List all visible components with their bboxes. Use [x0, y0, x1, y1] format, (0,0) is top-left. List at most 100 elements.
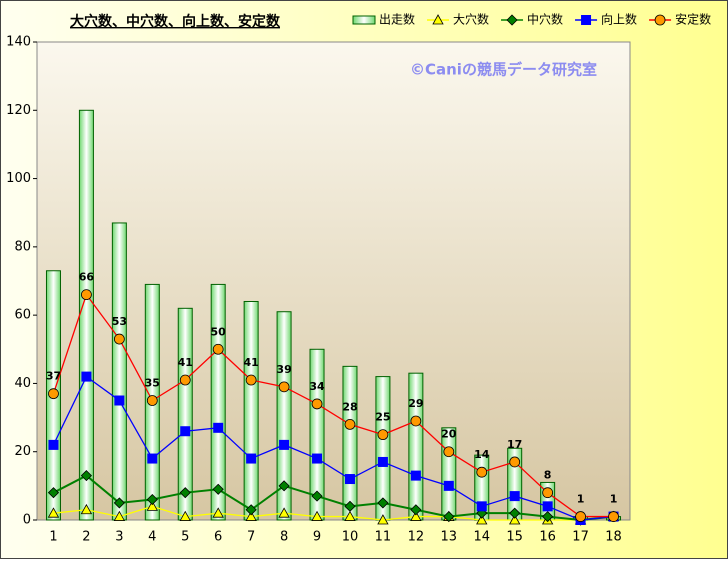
marker [410, 510, 422, 521]
marker [278, 480, 290, 492]
bar [243, 300, 259, 521]
marker [443, 446, 455, 458]
legend-marker [506, 14, 518, 26]
marker [311, 490, 323, 502]
data-label: 14 [474, 448, 490, 461]
marker [146, 395, 158, 406]
marker [80, 503, 93, 515]
marker [377, 514, 389, 525]
x-tick-label: 14 [473, 530, 490, 545]
data-label: 17 [507, 438, 522, 451]
marker [476, 507, 488, 519]
marker [608, 511, 619, 522]
data-label: 34 [309, 380, 325, 393]
marker [212, 343, 224, 355]
marker [113, 510, 126, 521]
marker [410, 415, 422, 427]
x-tick-label: 16 [539, 530, 556, 545]
marker [179, 510, 191, 521]
marker [443, 480, 454, 491]
marker [212, 507, 224, 518]
marker [278, 507, 290, 518]
marker [279, 439, 290, 450]
marker [81, 289, 92, 301]
line [53, 505, 614, 521]
data-label: 25 [375, 411, 390, 424]
bar [441, 427, 457, 521]
marker [81, 371, 92, 382]
marker [344, 474, 355, 485]
x-tick-label: 17 [572, 530, 589, 545]
legend-label: 出走数 [379, 12, 415, 27]
bar [210, 283, 226, 521]
bar [111, 222, 127, 521]
marker [48, 388, 59, 400]
marker [476, 514, 488, 525]
legend-marker [581, 15, 592, 25]
data-label: 1 [577, 493, 585, 506]
x-tick-label: 10 [342, 530, 359, 545]
data-label: 66 [79, 271, 95, 284]
data-label: 41 [243, 356, 258, 369]
marker [377, 456, 388, 467]
marker [113, 333, 125, 345]
x-tick-label: 1 [49, 530, 57, 545]
data-label: 28 [342, 400, 357, 413]
marker [575, 511, 586, 522]
x-tick-label: 5 [181, 530, 189, 545]
x-tick-label: 12 [408, 530, 425, 545]
marker [245, 374, 257, 386]
y-tick-label: 120 [6, 103, 31, 118]
marker [311, 510, 323, 521]
marker [312, 453, 323, 464]
data-label: 53 [112, 315, 127, 328]
line [53, 474, 614, 522]
data-label: 8 [544, 469, 552, 482]
marker [146, 493, 158, 506]
y-tick-label: 100 [6, 171, 31, 186]
legend-label: 中穴数 [527, 12, 563, 27]
marker [47, 487, 60, 499]
legend-marker [654, 14, 666, 26]
y-tick-label: 40 [14, 376, 31, 391]
marker [212, 483, 224, 495]
marker [245, 510, 257, 521]
marker [377, 429, 389, 441]
marker [80, 470, 92, 482]
marker [542, 501, 553, 512]
legend-swatch [352, 15, 376, 25]
y-tick-label: 80 [14, 239, 31, 254]
marker [311, 398, 323, 410]
x-tick-label: 7 [247, 530, 255, 545]
y-tick-label: 0 [23, 513, 31, 528]
bar [78, 109, 94, 521]
marker [344, 510, 356, 521]
marker [179, 374, 191, 386]
marker [246, 453, 257, 464]
marker [146, 500, 158, 511]
marker [476, 466, 488, 478]
data-label: 37 [46, 370, 61, 383]
x-tick-label: 3 [115, 530, 123, 545]
legend-label: 安定数 [675, 12, 711, 27]
marker [509, 456, 521, 468]
y-tick-label: 60 [14, 308, 31, 323]
x-tick-label: 11 [375, 530, 392, 545]
x-tick-label: 15 [506, 530, 523, 545]
marker [48, 439, 59, 450]
marker [377, 497, 389, 509]
data-label: 35 [145, 377, 160, 390]
marker [509, 491, 520, 502]
data-label: 1 [610, 493, 618, 506]
watermark: ©Caniの競馬データ研究室 [410, 61, 597, 79]
line [52, 375, 614, 521]
line [52, 293, 614, 518]
data-label: 39 [276, 363, 291, 376]
bar [342, 365, 358, 521]
data-label: 29 [408, 397, 423, 410]
x-tick-label: 8 [280, 530, 288, 545]
marker [245, 504, 257, 516]
marker [213, 422, 224, 433]
marker [509, 514, 521, 525]
legend-marker [432, 14, 444, 25]
